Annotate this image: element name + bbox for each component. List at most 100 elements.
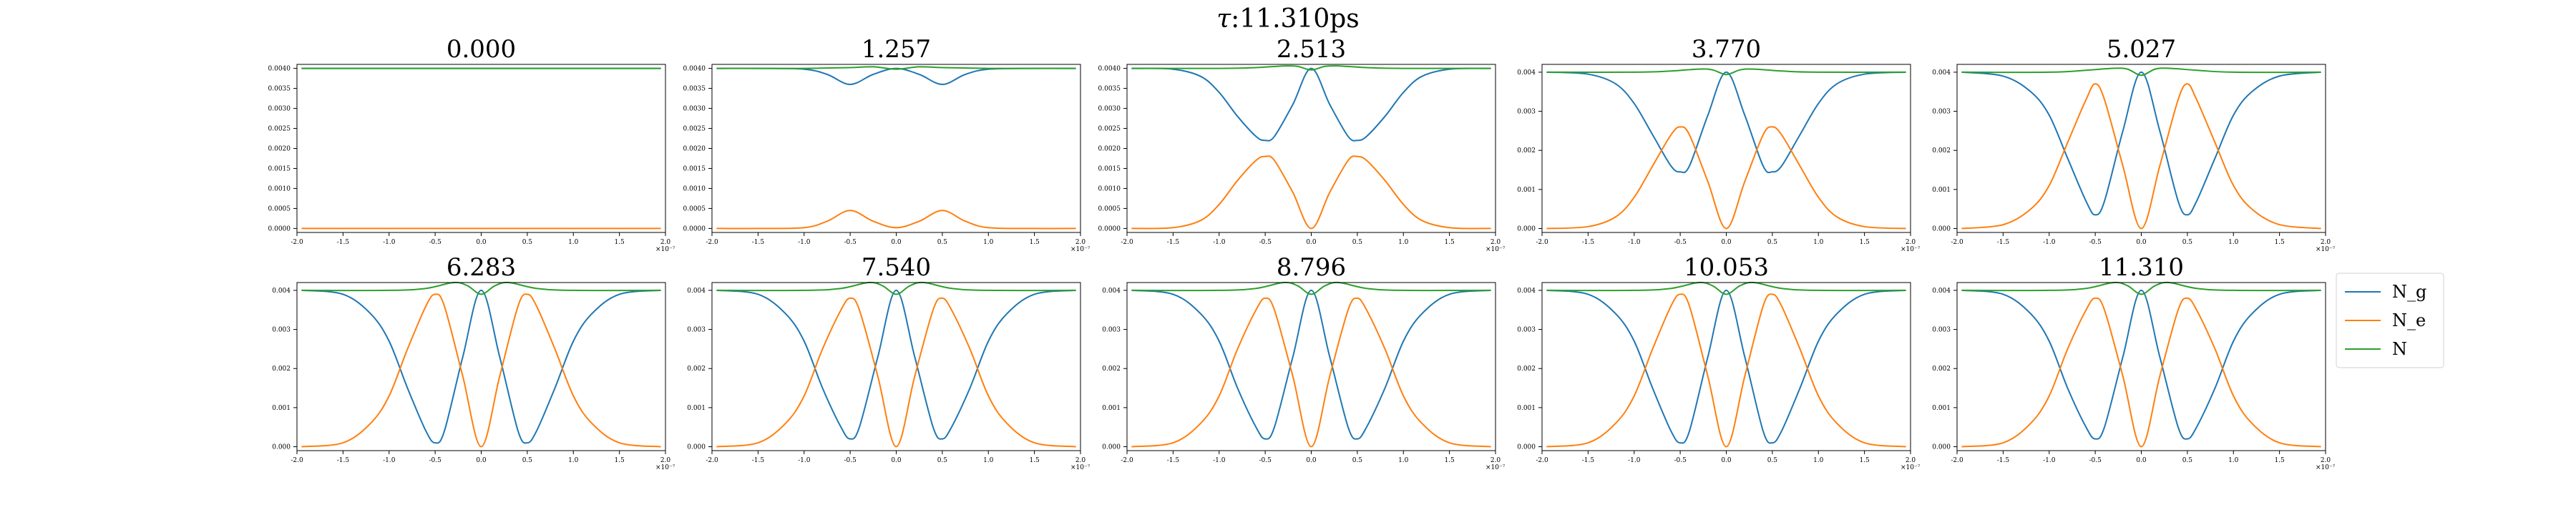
- y-tick-label: 0.0040: [268, 66, 291, 73]
- y-tick-label: 0.000: [1932, 226, 1951, 233]
- suptitle-symbol: τ: [1216, 4, 1231, 34]
- x-tick-label: 2.0: [1906, 457, 1916, 464]
- x-offset-label: ×10⁻⁷: [1901, 464, 1921, 471]
- x-tick-label: 1.5: [1859, 457, 1870, 464]
- x-tick-label: 0.0: [891, 457, 902, 464]
- y-tick-label: 0.002: [1102, 366, 1121, 373]
- series-line-n-e: [1546, 293, 1906, 448]
- y-tick-label: 0.000: [1102, 444, 1121, 451]
- legend-box: [2336, 273, 2444, 368]
- subplot-9: 11.310 0.000 0.001 0.002 0.003 0.004 -2.0 -1.5 -…: [1932, 253, 2336, 471]
- y-tick-label: 0.004: [1517, 288, 1536, 295]
- x-tick-label: -1.5: [752, 239, 765, 246]
- y-tick-label: 0.0005: [268, 205, 291, 212]
- y-tick-label: 0.0000: [268, 225, 291, 232]
- y-tick-label: 0.003: [1102, 327, 1121, 334]
- series-line-n: [1546, 68, 1906, 76]
- y-tick-label: 0.0035: [1098, 86, 1121, 93]
- x-tick-label: -1.5: [1997, 239, 2010, 246]
- x-tick-label: -1.5: [752, 457, 765, 464]
- y-tick-label: 0.002: [1932, 147, 1951, 154]
- y-tick-label: 0.003: [1517, 109, 1536, 116]
- subplot-7: 8.796 0.000 0.001 0.002 0.003 0.004 -2.0 -1.5 -1…: [1102, 253, 1506, 471]
- x-tick-label: 1.0: [2228, 457, 2239, 464]
- x-tick-label: -2.0: [1951, 457, 1963, 464]
- x-tick-label: -0.5: [429, 457, 441, 464]
- subplot-2: 2.513 0.0000 0.0005 0.0010 0.0015 0.0020 0.002…: [1098, 35, 1506, 253]
- x-offset-label: ×10⁻⁷: [2316, 464, 2336, 471]
- subplot-title: 1.257: [862, 35, 931, 64]
- x-tick-label: -0.5: [429, 239, 441, 246]
- y-tick-label: 0.002: [1932, 366, 1951, 373]
- x-tick-label: 2.0: [660, 457, 671, 464]
- x-tick-label: 1.0: [568, 457, 579, 464]
- x-tick-label: 1.0: [983, 457, 994, 464]
- series-line-n-e: [301, 293, 661, 448]
- x-tick-label: 2.0: [2321, 239, 2331, 246]
- x-tick-label: 1.5: [1444, 457, 1455, 464]
- series-line-n-e: [716, 297, 1076, 448]
- x-tick-label: -0.5: [844, 457, 857, 464]
- x-tick-label: -2.0: [291, 457, 303, 464]
- y-tick-label: 0.0025: [1098, 126, 1121, 133]
- x-tick-label: -1.0: [2043, 239, 2056, 246]
- x-tick-label: 0.5: [522, 239, 533, 246]
- x-tick-label: -1.0: [2043, 457, 2056, 464]
- x-tick-label: 1.5: [2274, 457, 2285, 464]
- y-tick-label: 0.003: [272, 327, 291, 334]
- y-tick-label: 0.0000: [683, 225, 706, 232]
- suptitle-value: :11.310ps: [1231, 4, 1360, 34]
- x-tick-label: 0.0: [2136, 457, 2147, 464]
- subplot-title: 11.310: [2099, 253, 2184, 282]
- series-line-n-e: [1131, 297, 1491, 448]
- series-line-n-g: [1961, 71, 2321, 216]
- figure-suptitle: τ:11.310ps: [1073, 4, 1503, 34]
- x-tick-label: -1.0: [798, 457, 811, 464]
- x-tick-label: 0.5: [1352, 239, 1363, 246]
- y-tick-label: 0.0030: [683, 106, 706, 113]
- x-tick-label: -2.0: [706, 239, 718, 246]
- axes-frame: [296, 282, 666, 451]
- x-tick-label: -0.5: [2089, 239, 2102, 246]
- y-tick-label: 0.0000: [1098, 225, 1121, 232]
- x-tick-label: 1.5: [614, 457, 625, 464]
- x-tick-label: 0.5: [937, 239, 948, 246]
- subplot-1: 1.257 0.0000 0.0005 0.0010 0.0015 0.0020 0.002…: [683, 35, 1091, 253]
- x-tick-label: 0.5: [1352, 457, 1363, 464]
- y-tick-label: 0.0010: [268, 185, 291, 192]
- x-tick-label: 1.0: [1813, 239, 1824, 246]
- x-tick-label: 0.0: [476, 239, 487, 246]
- x-tick-label: -1.5: [1582, 239, 1595, 246]
- x-tick-label: -2.0: [1121, 457, 1133, 464]
- y-tick-label: 0.000: [1517, 226, 1536, 233]
- y-tick-label: 0.000: [687, 444, 706, 451]
- y-tick-label: 0.004: [1102, 288, 1121, 295]
- y-tick-label: 0.0040: [1098, 66, 1121, 73]
- x-tick-label: -1.0: [1213, 457, 1226, 464]
- x-tick-label: 1.5: [2274, 239, 2285, 246]
- x-tick-label: -1.5: [337, 239, 350, 246]
- y-tick-label: 0.001: [1932, 187, 1951, 194]
- x-tick-label: -2.0: [706, 457, 718, 464]
- x-tick-label: -1.0: [383, 457, 396, 464]
- subplot-5: 6.283 0.000 0.001 0.002 0.003 0.004 -2.0 -1.5 -1…: [272, 253, 675, 471]
- subplot-title: 2.513: [1277, 35, 1346, 64]
- axes-frame: [1541, 64, 1911, 233]
- y-tick-label: 0.000: [272, 444, 291, 451]
- x-tick-label: 1.5: [1444, 239, 1455, 246]
- series-line-n-g: [301, 289, 661, 444]
- x-tick-label: -1.5: [1997, 457, 2010, 464]
- subplot-title: 0.000: [447, 35, 516, 64]
- series-line-n-g: [1961, 289, 2321, 440]
- x-offset-label: ×10⁻⁷: [1070, 464, 1091, 471]
- x-tick-label: -0.5: [1674, 457, 1687, 464]
- x-offset-label: ×10⁻⁷: [2316, 246, 2336, 253]
- x-tick-label: 1.5: [1029, 457, 1040, 464]
- subplot-0: 0.000 0.0000 0.0005 0.0010 0.0015 0.0020 0.002…: [268, 35, 675, 253]
- y-tick-label: 0.0030: [1098, 106, 1121, 113]
- x-tick-label: 0.0: [1306, 457, 1317, 464]
- y-tick-label: 0.001: [687, 405, 706, 412]
- x-tick-label: 1.0: [1398, 457, 1409, 464]
- series-line-n: [716, 66, 1076, 70]
- x-tick-label: 2.0: [1075, 457, 1086, 464]
